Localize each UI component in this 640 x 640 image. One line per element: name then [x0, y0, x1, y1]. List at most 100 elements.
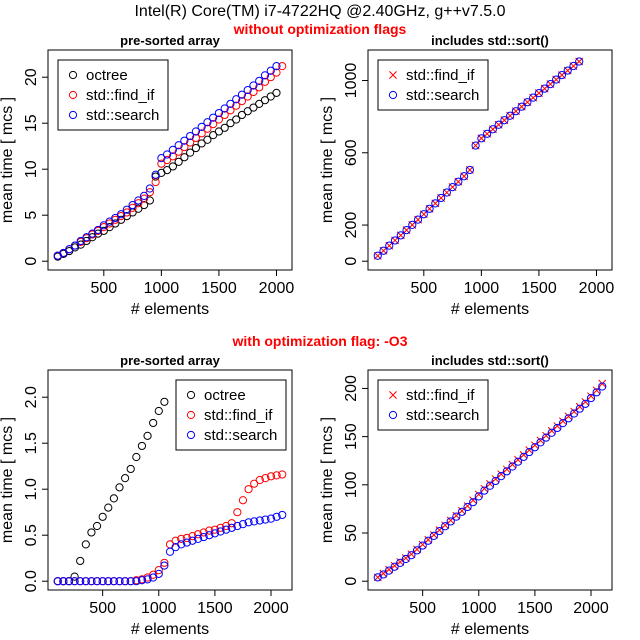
data-point: [220, 123, 229, 132]
data-point: [209, 131, 218, 140]
data-point: [425, 204, 434, 213]
y-axis-label: mean time [ mcs ]: [0, 417, 16, 543]
data-point: [441, 522, 450, 531]
data-point: [557, 70, 567, 80]
data-point: [233, 508, 242, 517]
data-point: [186, 148, 195, 157]
data-point: [76, 236, 85, 246]
y-tick-label: 0.0: [23, 570, 40, 592]
y-axis: 0.0 0.5 1.0 1.5 2.0: [23, 386, 48, 592]
y-tick-label: 1.5: [23, 432, 40, 454]
data-point: [157, 159, 166, 168]
data-point: [182, 538, 191, 547]
data-point: [534, 89, 544, 98]
data-point: [160, 561, 169, 570]
data-point: [171, 536, 180, 545]
y-tick-label: 20: [23, 68, 40, 86]
data-point: [563, 66, 572, 75]
data-point: [513, 457, 523, 466]
figure-title: Intel(R) Core(TM) i7-4722HQ @2.40GHz, g+…: [134, 3, 505, 20]
data-point: [255, 76, 264, 85]
data-point: [145, 196, 154, 205]
data-point: [598, 382, 607, 391]
data-point: [474, 492, 483, 501]
legend-label: std::search: [406, 407, 479, 424]
data-point: [168, 145, 177, 154]
data-point: [249, 81, 258, 90]
data-point: [255, 516, 264, 525]
x-tick-label: 1500: [517, 600, 553, 617]
data-point: [552, 75, 561, 84]
data-point: [214, 108, 224, 118]
data-point: [154, 569, 163, 578]
data-point: [145, 184, 154, 193]
data-point: [99, 221, 108, 230]
x-tick-label: 1500: [521, 280, 557, 297]
y-tick-label: 150: [343, 423, 360, 450]
data-point: [157, 154, 166, 163]
legend-label: std::find_if: [86, 87, 155, 104]
panel-title: includes std::sort(): [431, 33, 549, 48]
series-std-search: [373, 57, 584, 260]
data-point: [139, 194, 149, 203]
data-point: [98, 512, 107, 521]
y-axis: 0 50 100 150 200: [343, 375, 368, 586]
data-point: [412, 546, 422, 555]
data-point: [529, 93, 538, 102]
data-point: [448, 183, 457, 192]
data-point: [243, 85, 252, 95]
data-point: [87, 577, 96, 586]
x-axis-label: # elements: [451, 621, 529, 638]
data-point: [278, 470, 287, 479]
x-tick-label: 500: [410, 280, 437, 297]
data-point: [197, 122, 206, 131]
x-tick-label: 2000: [579, 280, 615, 297]
data-point: [435, 526, 444, 536]
y-tick-label: 0.5: [23, 524, 40, 546]
data-point: [500, 116, 509, 125]
panel-title: includes std::sort(): [431, 353, 549, 368]
y-tick-label: 15: [23, 114, 40, 132]
data-point: [128, 203, 137, 212]
data-point: [547, 428, 556, 437]
data-point: [191, 133, 201, 143]
data-point: [477, 134, 486, 143]
legend-marker: [186, 410, 196, 420]
data-point: [174, 141, 183, 150]
data-point: [419, 210, 428, 219]
data-point: [76, 240, 85, 249]
data-point: [65, 245, 74, 254]
data-point: [379, 570, 388, 579]
data-point: [53, 577, 62, 586]
data-point: [272, 68, 281, 77]
data-point: [139, 191, 149, 200]
data-point: [530, 443, 539, 452]
data-point: [272, 471, 281, 480]
y-tick-label: 10: [23, 160, 40, 178]
data-point: [163, 155, 172, 165]
data-point: [390, 562, 399, 571]
data-point: [446, 517, 455, 526]
y-axis: 0 200 600 1000: [343, 63, 368, 266]
data-point: [227, 523, 236, 532]
x-axis-label: # elements: [131, 301, 209, 318]
data-point: [154, 406, 163, 416]
data-point: [232, 115, 241, 124]
data-point: [165, 547, 175, 556]
data-point: [244, 518, 253, 527]
data-point: [249, 87, 258, 97]
data-point: [558, 419, 568, 428]
data-point: [121, 577, 130, 586]
data-point: [485, 481, 495, 490]
data-point: [408, 220, 417, 229]
data-point: [249, 103, 258, 112]
data-point: [105, 217, 114, 226]
data-point: [220, 104, 229, 113]
data-point: [134, 204, 143, 213]
data-point: [186, 131, 195, 141]
